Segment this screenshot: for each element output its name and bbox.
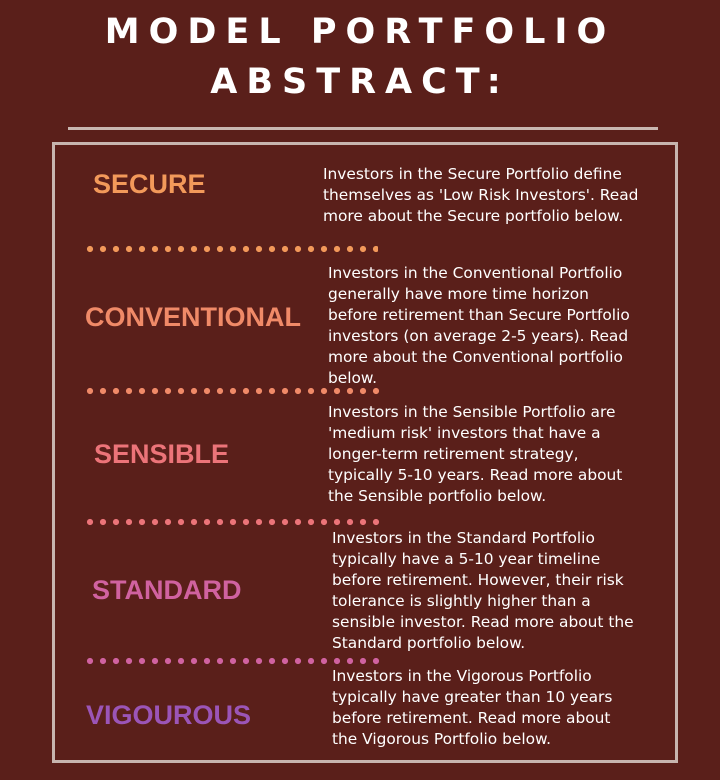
description-line: the Sensible portfolio below. bbox=[328, 487, 547, 505]
standard-description: Investors in the Standard Portfolio typi… bbox=[332, 528, 634, 654]
description-line: typically have greater than 10 years bbox=[332, 688, 613, 706]
conventional-label: CONVENTIONAL bbox=[85, 302, 301, 332]
page-title-line-2: ABSTRACT: bbox=[210, 62, 510, 102]
vigourous-label: VIGOUROUS bbox=[86, 700, 252, 730]
description-line: more about the Secure portfolio below. bbox=[323, 207, 624, 225]
description-line: Standard portfolio below. bbox=[332, 634, 526, 652]
standard-dotted-divider bbox=[86, 657, 384, 665]
description-line: Investors in the Secure Portfolio define bbox=[323, 165, 622, 183]
secure-dotted-divider bbox=[86, 245, 378, 253]
conventional-dotted-divider bbox=[86, 387, 384, 395]
secure-description: Investors in the Secure Portfolio define… bbox=[323, 164, 638, 227]
description-line: Investors in the Vigorous Portfolio bbox=[332, 667, 592, 685]
description-line: before retirement. Read more about bbox=[332, 709, 611, 727]
sensible-description: Investors in the Sensible Portfolio are … bbox=[328, 402, 622, 507]
sensible-label: SENSIBLE bbox=[94, 439, 230, 469]
description-line: themselves as 'Low Risk Investors'. Read bbox=[323, 186, 639, 204]
description-line: Investors in the Standard Portfolio bbox=[332, 529, 595, 547]
description-line: more about the Conventional portfolio bbox=[328, 348, 623, 366]
secure-label: SECURE bbox=[93, 169, 206, 199]
description-line: sensible investor. Read more about the bbox=[332, 613, 634, 631]
title-divider bbox=[68, 127, 658, 130]
standard-label: STANDARD bbox=[92, 575, 242, 605]
description-line: typically 5-10 years. Read more about bbox=[328, 466, 623, 484]
abstract-frame bbox=[52, 142, 678, 763]
conventional-description: Investors in the Conventional Portfolio … bbox=[328, 263, 630, 389]
description-line: before retirement. However, their risk bbox=[332, 571, 624, 589]
description-line: the Vigorous Portfolio below. bbox=[332, 730, 552, 748]
description-line: before retirement than Secure Portfolio bbox=[328, 306, 630, 324]
description-line: typically have a 5-10 year timeline bbox=[332, 550, 601, 568]
description-line: Investors in the Sensible Portfolio are bbox=[328, 403, 616, 421]
description-line: 'medium risk' investors that have a bbox=[328, 424, 601, 442]
vigourous-description: Investors in the Vigorous Portfolio typi… bbox=[332, 666, 612, 750]
description-line: tolerance is slightly higher than a bbox=[332, 592, 591, 610]
description-line: generally have more time horizon bbox=[328, 285, 589, 303]
description-line: longer-term retirement strategy, bbox=[328, 445, 579, 463]
description-line: below. bbox=[328, 369, 377, 387]
page-title-line-1: MODEL PORTFOLIO bbox=[104, 12, 616, 52]
description-line: Investors in the Conventional Portfolio bbox=[328, 264, 623, 282]
sensible-dotted-divider bbox=[86, 518, 384, 526]
description-line: investors (on average 2-5 years). Read bbox=[328, 327, 629, 345]
